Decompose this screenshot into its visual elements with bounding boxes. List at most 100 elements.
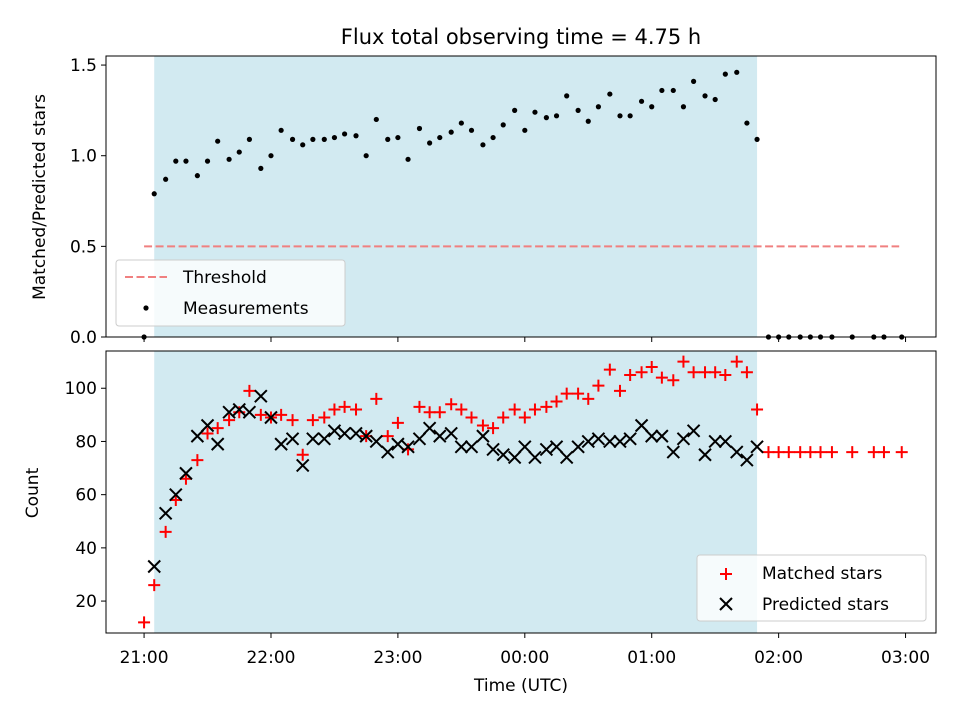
matched-stars-point xyxy=(730,355,743,368)
top-y-tick-label: 0.5 xyxy=(70,237,97,257)
ratio-panel: 0.0 0.5 1.0 1.5 Matched/Predicted stars Thr… xyxy=(30,55,937,348)
predicted-stars-point xyxy=(169,487,183,502)
matched-stars-point xyxy=(476,419,489,432)
matched-stars-point xyxy=(782,446,795,459)
matched-stars-point xyxy=(328,403,341,416)
matched-stars-point xyxy=(487,422,500,435)
measurement-point xyxy=(522,127,528,133)
x-tick-label: 22:00 xyxy=(246,648,295,668)
matched-stars-point xyxy=(191,454,204,467)
matched-stars-point xyxy=(825,446,838,459)
measurement-point xyxy=(734,69,740,75)
matched-stars-point xyxy=(635,366,648,379)
measurement-point xyxy=(385,136,391,142)
measurement-point xyxy=(659,87,665,94)
bottom-plot-frame xyxy=(105,350,937,634)
matched-stars-point xyxy=(804,446,817,459)
predicted-stars-point xyxy=(496,448,510,462)
measurement-point xyxy=(226,156,232,162)
count-series xyxy=(138,356,908,629)
matched-stars-point xyxy=(518,411,531,424)
measurement-point xyxy=(278,127,284,133)
predicted-stars-point xyxy=(359,429,373,443)
bottom-legend: Matched stars Predicted stars xyxy=(696,554,927,622)
measurement-point xyxy=(310,136,316,142)
x-tick-label: 03:00 xyxy=(881,648,930,668)
matched-stars-point xyxy=(794,446,807,459)
count-panel: 20 40 60 80 100 21:00 22:00 23:00 00:00 01:00 02:… xyxy=(23,350,937,696)
matched-stars-point xyxy=(762,446,775,459)
measurement-point xyxy=(744,120,750,126)
measurement-point xyxy=(163,176,169,182)
matched-stars-point xyxy=(592,379,605,392)
predicted-stars-point xyxy=(476,429,490,443)
matched-stars-point xyxy=(433,406,446,419)
matched-stars-point xyxy=(645,360,658,373)
bottom-y-tick-label: 100 xyxy=(65,379,97,399)
measurement-point xyxy=(490,134,496,141)
measurement-point xyxy=(246,136,253,142)
measurement-point xyxy=(702,93,708,99)
predicted-stars-point xyxy=(317,432,331,446)
measurement-point xyxy=(331,134,338,141)
predicted-stars-point xyxy=(559,450,574,465)
matched-stars-point xyxy=(751,403,764,416)
matched-stars-point xyxy=(201,427,214,440)
predicted-stars-point xyxy=(327,424,342,438)
predicted-stars-point xyxy=(422,421,437,435)
measurements-legend-swatch xyxy=(143,305,149,311)
x-tick-label: 02:00 xyxy=(754,648,803,668)
measurement-point xyxy=(553,113,560,119)
predicted-stars-point xyxy=(718,434,733,449)
measurement-point xyxy=(289,136,296,142)
matched-stars-point xyxy=(338,400,351,413)
matched-stars-point xyxy=(413,400,426,413)
matched-stars-point xyxy=(740,366,753,379)
matched-stars-point xyxy=(613,384,626,397)
measurement-point xyxy=(512,107,518,113)
predicted-stars-point xyxy=(634,418,649,433)
measurement-point xyxy=(754,136,760,142)
matched-stars-point xyxy=(846,446,859,459)
x-axis-label: Time (UTC) xyxy=(473,676,568,696)
measurement-point xyxy=(258,165,264,171)
measurement-point xyxy=(236,149,242,155)
measurement-point xyxy=(321,136,327,142)
matched-stars-point xyxy=(687,366,700,379)
predicted-stars-point xyxy=(730,445,744,459)
matched-stars-point xyxy=(455,403,468,416)
matched-stars-point xyxy=(877,446,890,459)
measurement-point xyxy=(215,138,221,144)
predicted-stars-point xyxy=(190,429,205,443)
matched-stars-point xyxy=(667,374,680,387)
predicted-stars-point xyxy=(179,466,193,481)
measurement-point xyxy=(690,78,697,84)
measurement-point xyxy=(173,158,179,164)
measurement-point xyxy=(543,115,549,121)
bottom-observing-window-shading xyxy=(154,351,758,633)
predicted-stars-point xyxy=(708,434,722,449)
predicted-stars-point xyxy=(571,440,585,454)
measurement-point xyxy=(617,113,623,119)
matched-stars-point xyxy=(391,416,404,429)
measurement-point xyxy=(151,191,157,197)
measurement-point xyxy=(341,131,348,137)
predicted-stars-point xyxy=(591,432,606,446)
bottom-y-tick-label: 40 xyxy=(75,539,97,559)
matched-stars-point xyxy=(138,616,151,629)
predicted-stars-point xyxy=(645,429,659,443)
predicted-stars-point xyxy=(349,426,363,441)
measurement-point xyxy=(204,158,211,164)
measurement-point xyxy=(405,156,411,162)
predicted-stars-legend-swatch xyxy=(719,597,733,611)
predicted-stars-legend-label: Predicted stars xyxy=(762,595,889,615)
matched-stars-point xyxy=(370,392,383,405)
x-tick-label: 23:00 xyxy=(373,648,422,668)
predicted-stars-point xyxy=(433,429,447,443)
matched-stars-point xyxy=(572,387,585,400)
measurement-point xyxy=(595,104,602,110)
predicted-stars-point xyxy=(232,402,246,417)
measurement-point xyxy=(607,91,613,97)
predicted-stars-point xyxy=(444,426,458,441)
predicted-stars-point xyxy=(147,559,161,574)
